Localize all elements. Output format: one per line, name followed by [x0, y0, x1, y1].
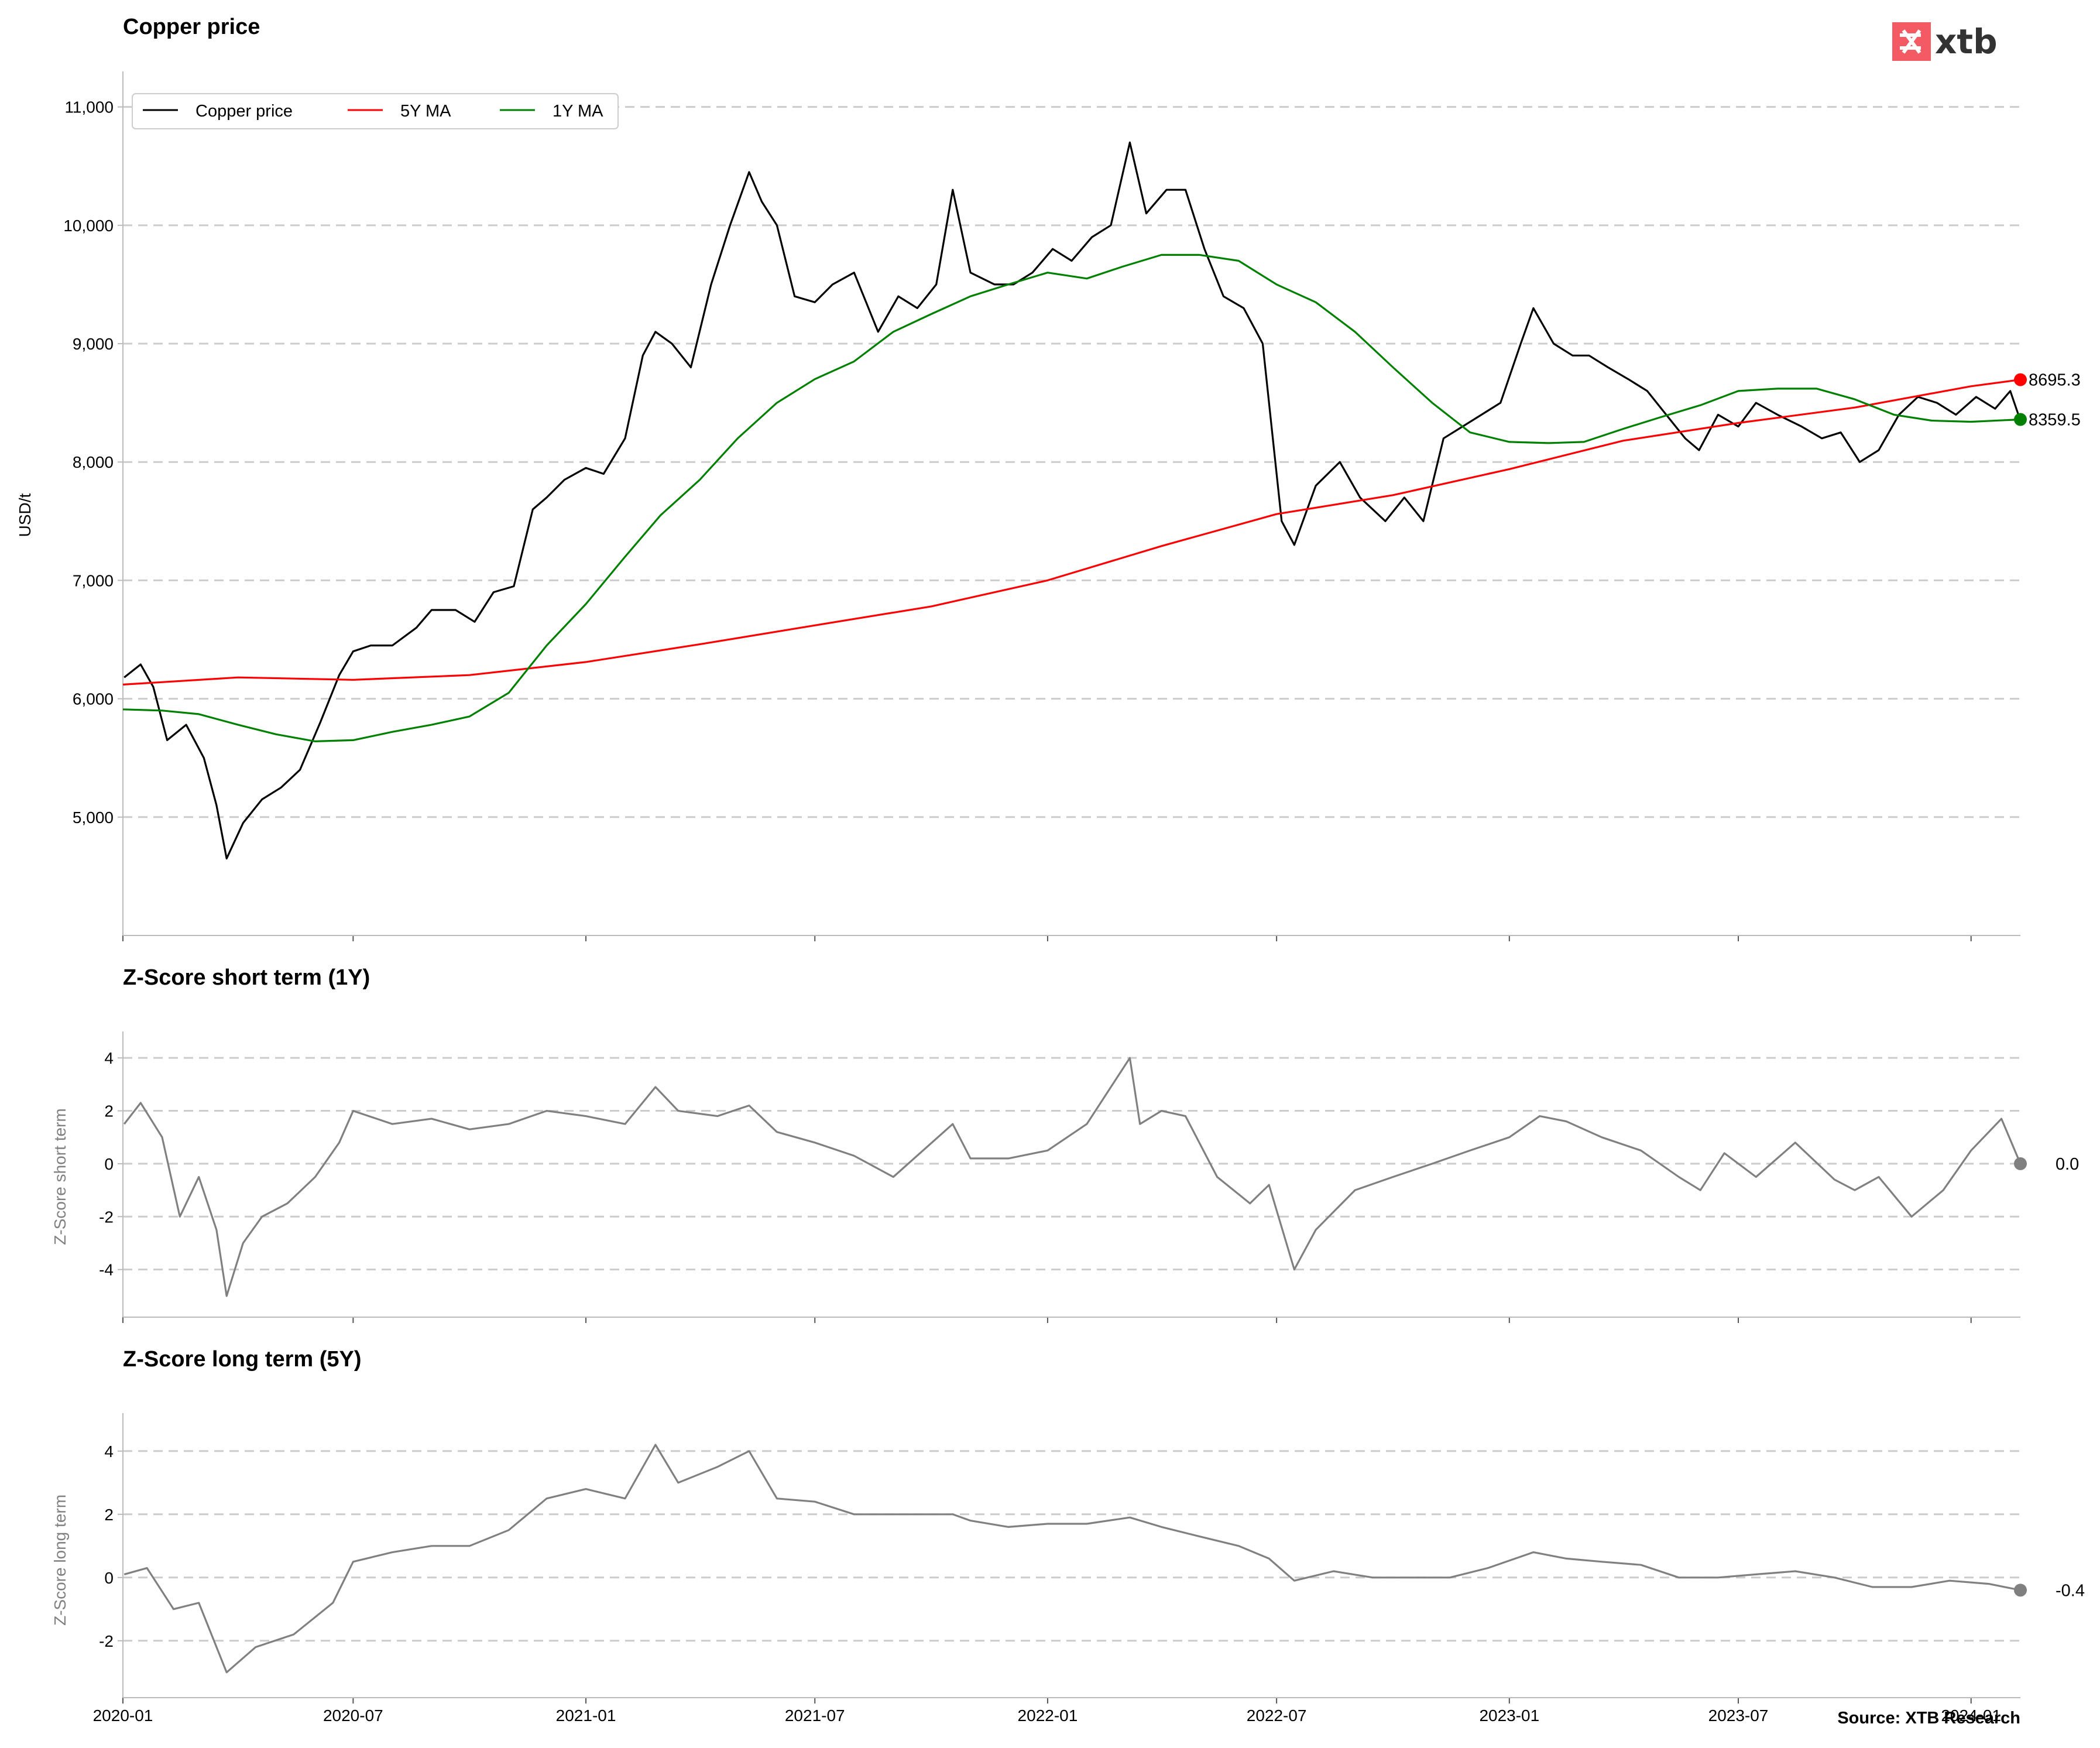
- legend-label-copper-price: Copper price: [195, 102, 293, 121]
- copper-price-line: [123, 141, 2022, 860]
- y-tick-label: -2: [99, 1208, 114, 1226]
- y-tick-label: 7,000: [73, 571, 114, 589]
- y-tick-label: 2: [104, 1506, 114, 1524]
- zlong-panel-title: Z-Score long term (5Y): [123, 1347, 362, 1372]
- price-series: [122, 141, 2022, 860]
- panel-zscore-short: Z-Score short term (1Y) Z-Score short te…: [51, 965, 2079, 1323]
- zshort-end-marker: 0.0: [2014, 1155, 2079, 1174]
- zlong-end-marker: -0.4: [2014, 1581, 2085, 1600]
- zlong-gridlines: [123, 1450, 2020, 1642]
- 5y-ma-line: [122, 379, 2021, 686]
- zlong-x-ticks: 2020-01 2020-07 2021-01 2021-07 2022-01 2022-…: [93, 1698, 2001, 1725]
- source-note: Source: XTB Research: [1837, 1709, 2020, 1728]
- price-y-ticks: 5,000 6,000 7,000 8,000 9,000 10,000 11,000: [63, 98, 123, 827]
- y-tick-label: 4: [104, 1442, 114, 1461]
- x-tick-label: 2020-01: [93, 1706, 153, 1725]
- zshort-gridlines: [123, 1057, 2020, 1271]
- xtb-logo-cross-icon: [1900, 29, 1921, 54]
- end-marker-1y-ma: [2014, 413, 2027, 426]
- zshort-panel-title: Z-Score short term (1Y): [123, 965, 370, 990]
- price-axes: [122, 71, 2020, 936]
- xtb-logo: xtb: [1892, 22, 1998, 61]
- legend-label-5y-ma: 5Y MA: [400, 102, 451, 121]
- x-tick-label: 2022-01: [1018, 1706, 1078, 1725]
- y-tick-label: 10,000: [63, 217, 114, 235]
- zshort-axes: [122, 1031, 2020, 1318]
- x-tick-label: 2023-01: [1479, 1706, 1539, 1725]
- legend-box: [132, 93, 619, 129]
- end-marker-5y-ma: [2014, 373, 2027, 386]
- y-tick-label: 2: [104, 1102, 114, 1120]
- y-tick-label: 8,000: [73, 453, 114, 471]
- zlong-y-axis-label: Z-Score long term: [51, 1495, 69, 1626]
- y-tick-label: 0: [104, 1155, 114, 1173]
- zshort-x-ticks: [122, 1317, 1972, 1323]
- zlong-axes: [122, 1413, 2020, 1698]
- end-label-1y-ma: 8359.5: [2029, 411, 2081, 430]
- y-tick-label: 4: [104, 1049, 114, 1067]
- zshort-y-axis-label: Z-Score short term: [51, 1108, 69, 1245]
- end-value-label: -0.4: [2056, 1581, 2085, 1600]
- x-tick-label: 2021-07: [785, 1706, 845, 1725]
- y-tick-label: -4: [99, 1261, 114, 1279]
- x-tick-label: 2021-01: [556, 1706, 616, 1725]
- end-marker: [2014, 1584, 2027, 1597]
- y-tick-label: 5,000: [73, 808, 114, 827]
- zshort-y-ticks: -4 -2 0 2 4: [99, 1049, 123, 1279]
- price-legend: Copper price 5Y MA 1Y MA: [132, 93, 619, 129]
- zscore-line: [123, 1444, 2021, 1674]
- panel-price: Copper price USD/t 5,000 6,000 7,000 8,000 9…: [16, 15, 2081, 941]
- y-tick-label: -2: [99, 1632, 114, 1650]
- x-tick-label: 2020-07: [323, 1706, 383, 1725]
- zlong-y-ticks: -2 0 2 4: [99, 1442, 123, 1650]
- price-panel-title: Copper price: [123, 15, 260, 39]
- y-tick-label: 6,000: [73, 690, 114, 708]
- end-marker: [2014, 1157, 2027, 1170]
- y-tick-label: 11,000: [64, 98, 114, 116]
- price-gridlines: [123, 106, 2020, 818]
- xtb-logo-text: xtb: [1935, 22, 1998, 61]
- y-tick-label: 9,000: [73, 335, 114, 353]
- end-value-label: 0.0: [2056, 1155, 2079, 1174]
- x-tick-label: 2022-07: [1247, 1706, 1307, 1725]
- y-tick-label: 0: [104, 1569, 114, 1587]
- panel-zscore-long: Z-Score long term (5Y) Z-Score long term…: [51, 1347, 2085, 1725]
- x-tick-label: 2023-07: [1708, 1706, 1769, 1725]
- price-y-axis-label: USD/t: [16, 493, 34, 537]
- legend-label-1y-ma: 1Y MA: [553, 102, 603, 121]
- zshort-series: [123, 1057, 2022, 1297]
- end-label-5y-ma: 8695.3: [2029, 371, 2081, 390]
- price-end-markers: 8695.3 8359.5: [2014, 371, 2081, 430]
- price-x-ticks: [122, 935, 1972, 941]
- 1y-ma-line: [122, 253, 2021, 743]
- zlong-series: [123, 1444, 2021, 1674]
- x-tick-label: 2024-01: [1941, 1706, 2001, 1725]
- zscore-line: [123, 1057, 2022, 1297]
